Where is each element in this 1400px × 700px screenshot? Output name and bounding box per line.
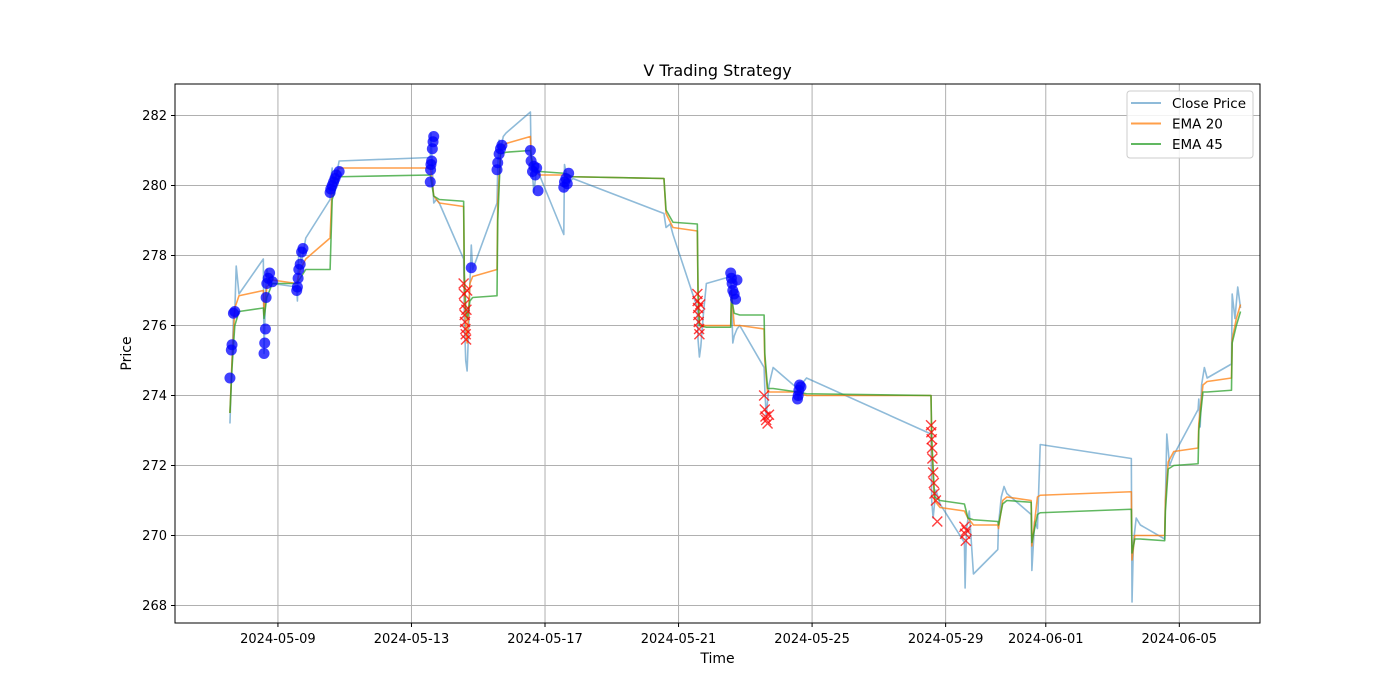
x-tick-label: 2024-05-29 — [908, 632, 984, 647]
x-tick-label: 2024-05-09 — [240, 632, 316, 647]
x-tick-label: 2024-06-01 — [1008, 632, 1084, 647]
buy-marker — [224, 372, 236, 384]
plot-frame — [174, 83, 1261, 624]
buy-marker — [730, 293, 742, 305]
buy-marker — [424, 176, 436, 188]
legend-label: EMA 45 — [1172, 137, 1223, 153]
buy-marker — [531, 162, 543, 174]
sell-marker — [930, 495, 942, 506]
x-axis: 2024-05-09 2024-05-13 2024-05-17 2024-05-21… — [240, 623, 1217, 647]
buy-marker — [428, 131, 440, 142]
buy-marker — [266, 276, 278, 288]
y-tick-label: 272 — [142, 459, 167, 474]
sell-marker — [931, 516, 943, 527]
grid — [175, 84, 1260, 623]
buy-marker — [259, 323, 271, 335]
buy-marker — [561, 178, 573, 190]
sell-marker — [927, 467, 939, 478]
buy-marker — [492, 157, 504, 169]
buy-marker — [294, 258, 306, 270]
sell-marker — [760, 414, 772, 426]
x-tick-label: 2024-05-25 — [774, 632, 850, 647]
y-tick-label: 276 — [142, 319, 167, 334]
sell-marker — [759, 411, 771, 422]
y-axis-label: Price — [119, 336, 135, 370]
buy-marker — [260, 292, 272, 303]
sell-marker — [693, 328, 705, 340]
buy-marker — [731, 274, 743, 286]
buy-marker — [264, 267, 276, 279]
sell-marker — [460, 328, 472, 340]
buy-marker — [524, 145, 536, 156]
buy-marker — [795, 381, 807, 393]
buy-marker — [496, 139, 508, 151]
sell-marker — [926, 442, 938, 454]
legend: Close Price EMA 20 EMA 45 — [1126, 90, 1254, 159]
sell-marker — [762, 418, 774, 429]
y-axis: 268 270 272 274 276 278 280 282 — [142, 109, 175, 614]
buy-marker — [465, 262, 477, 274]
buy-marker — [297, 243, 309, 254]
buy-marker — [258, 348, 270, 359]
sell-marker — [460, 304, 472, 316]
x-tick-label: 2024-05-17 — [507, 632, 583, 647]
marker-layer — [224, 131, 972, 547]
x-axis-label: Time — [699, 651, 734, 667]
sell-marker — [960, 524, 972, 536]
sell-marker — [758, 390, 770, 401]
sell-marker — [928, 477, 940, 489]
buy-marker — [259, 337, 271, 349]
buy-marker — [333, 166, 345, 177]
sell-marker — [926, 433, 938, 445]
sell-marker — [763, 409, 775, 421]
y-tick-label: 274 — [142, 389, 167, 404]
buy-marker — [563, 167, 575, 179]
buy-marker — [226, 339, 238, 351]
sell-marker — [461, 285, 473, 296]
buy-marker — [292, 272, 304, 284]
y-tick-label: 268 — [142, 599, 167, 614]
legend-box — [1126, 90, 1254, 159]
sell-marker — [929, 488, 940, 499]
buy-marker — [229, 306, 241, 317]
sell-marker — [694, 299, 706, 310]
sell-marker — [458, 278, 470, 289]
buy-marker — [426, 155, 438, 167]
sell-marker — [460, 334, 472, 345]
sell-marker — [960, 535, 972, 547]
chart-title: V Trading Strategy — [643, 61, 791, 80]
x-tick-label: 2024-06-05 — [1142, 632, 1218, 647]
y-tick-label: 270 — [142, 529, 167, 544]
x-tick-label: 2024-05-21 — [641, 632, 717, 647]
y-tick-label: 282 — [142, 109, 167, 124]
legend-label: Close Price — [1172, 96, 1246, 112]
buy-marker — [532, 185, 544, 197]
buy-marker — [291, 281, 303, 293]
sell-marker — [459, 323, 471, 335]
legend-label: EMA 20 — [1172, 117, 1223, 133]
sell-marker — [693, 323, 705, 335]
y-tick-label: 280 — [142, 179, 167, 194]
y-tick-label: 278 — [142, 249, 167, 264]
x-tick-label: 2024-05-13 — [374, 632, 450, 647]
sell-marker — [926, 453, 938, 464]
